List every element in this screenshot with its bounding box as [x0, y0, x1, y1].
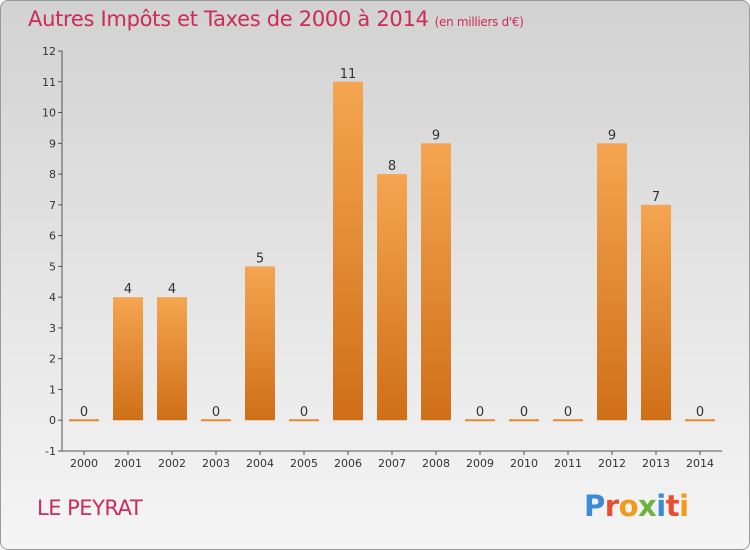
y-tick-label: 5 [49, 260, 56, 273]
x-tick-label: 2008 [422, 457, 450, 470]
x-tick-label: 2003 [202, 457, 230, 470]
bar [245, 266, 275, 421]
bar [113, 297, 143, 421]
y-tick-label: 3 [49, 322, 56, 335]
commune-name: LE PEYRAT [37, 496, 143, 520]
data-label: 8 [388, 159, 396, 174]
x-tick-label: 2005 [290, 457, 318, 470]
chart-title-text: Autres Impôts et Taxes de 2000 à 2014 [28, 7, 429, 31]
data-label: 0 [300, 405, 308, 420]
x-tick-label: 2004 [246, 457, 274, 470]
data-label: 9 [608, 128, 616, 143]
y-tick-label: 12 [42, 45, 56, 58]
data-label: 0 [476, 405, 484, 420]
y-tick-label: 6 [49, 230, 56, 243]
bar [597, 143, 627, 421]
bar [333, 81, 363, 421]
y-tick-label: 4 [49, 291, 56, 304]
x-tick-label: 2006 [334, 457, 362, 470]
y-tick-label: 7 [49, 199, 56, 212]
x-tick-label: 2007 [378, 457, 406, 470]
x-tick-label: 2014 [686, 457, 714, 470]
bar [157, 297, 187, 421]
data-label: 0 [696, 405, 704, 420]
y-tick-label: 0 [49, 414, 56, 427]
chart-unit: (en milliers d'€) [434, 15, 524, 29]
data-label: 0 [212, 405, 220, 420]
bar [421, 143, 451, 421]
x-tick-label: 2010 [510, 457, 538, 470]
x-tick-label: 2000 [70, 457, 98, 470]
data-label: 4 [168, 282, 176, 297]
y-tick-label: 11 [42, 76, 56, 89]
data-label: 0 [520, 405, 528, 420]
chart-title: Autres Impôts et Taxes de 2000 à 2014 (en… [28, 7, 524, 31]
bar [641, 204, 671, 421]
y-tick-label: 1 [49, 383, 56, 396]
data-label: 0 [80, 405, 88, 420]
y-tick-label: -1 [45, 445, 56, 458]
y-tick-label: 9 [49, 137, 56, 150]
data-label: 7 [652, 190, 660, 205]
y-tick-label: 10 [42, 107, 56, 120]
x-tick-label: 2013 [642, 457, 670, 470]
x-tick-label: 2011 [554, 457, 582, 470]
data-label: 11 [340, 67, 357, 82]
data-label: 9 [432, 128, 440, 143]
y-tick-label: 8 [49, 168, 56, 181]
x-tick-label: 2001 [114, 457, 142, 470]
data-label: 0 [564, 405, 572, 420]
proxiti-logo: Proxiti [584, 489, 689, 523]
x-tick-label: 2012 [598, 457, 626, 470]
x-tick-label: 2002 [158, 457, 186, 470]
data-label: 4 [124, 282, 132, 297]
y-tick-label: 2 [49, 353, 56, 366]
bar [377, 174, 407, 421]
x-tick-label: 2009 [466, 457, 494, 470]
data-label: 5 [256, 251, 264, 266]
